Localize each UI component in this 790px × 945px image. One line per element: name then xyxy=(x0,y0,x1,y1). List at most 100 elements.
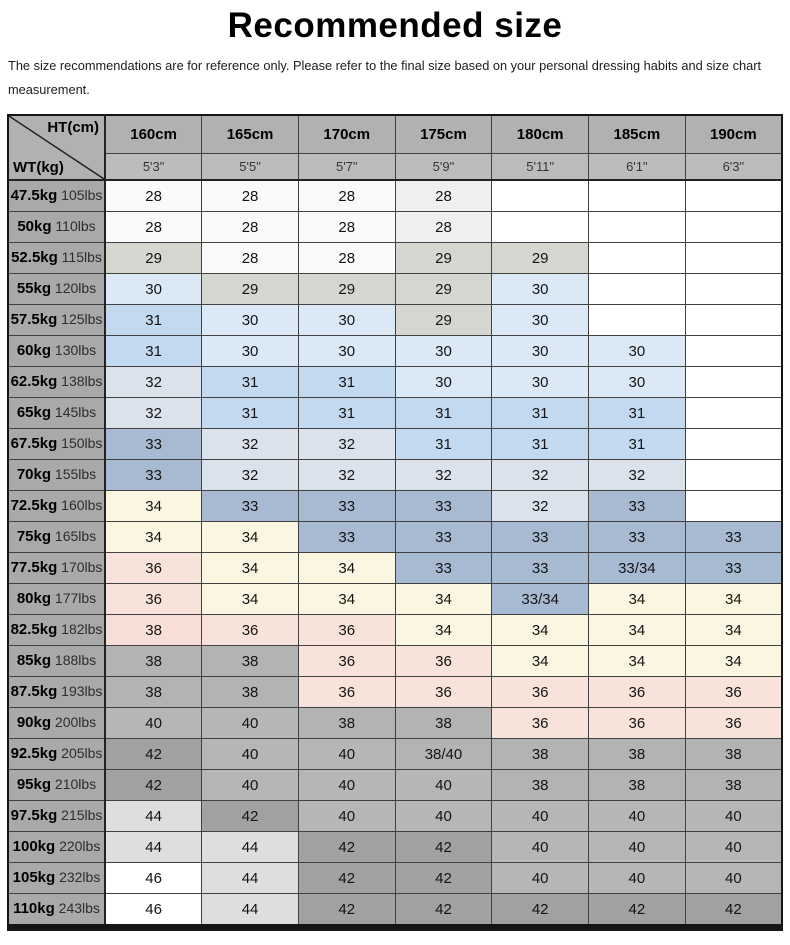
size-cell: 31 xyxy=(588,397,686,430)
table-body: 47.5kg 105lbs 28 28 28 28 50kg 110lbs 28 28 28 28… xyxy=(7,179,783,929)
row-label-90kg: 90kg 200lbs xyxy=(7,707,106,740)
size-cell: 40 xyxy=(684,862,783,895)
table-row: 95kg 210lbs 42 40 40 40 38 38 38 xyxy=(7,769,783,802)
size-cell: 32 xyxy=(201,459,299,492)
size-cell: 30 xyxy=(104,273,203,306)
size-cell: 33 xyxy=(588,490,686,523)
size-cell: 36 xyxy=(297,645,396,678)
size-cell: 40 xyxy=(297,769,396,802)
size-cell: 42 xyxy=(394,862,493,895)
size-cell: 31 xyxy=(297,366,396,399)
height-axis-label: HT(cm) xyxy=(47,119,99,137)
size-cell: 38 xyxy=(104,614,203,647)
size-cell: 30 xyxy=(201,304,299,337)
size-cell: 42 xyxy=(104,738,203,771)
size-cell: 34 xyxy=(201,521,299,554)
size-cell: 33 xyxy=(297,490,396,523)
size-cell xyxy=(588,211,686,244)
size-cell: 28 xyxy=(394,179,493,213)
size-cell: 38 xyxy=(201,676,299,709)
row-label-55kg: 55kg 120lbs xyxy=(7,273,106,306)
table-row: 92.5kg 205lbs 42 40 40 38/40 38 38 38 xyxy=(7,738,783,771)
size-cell: 29 xyxy=(491,242,590,275)
size-cell: 30 xyxy=(588,366,686,399)
size-cell: 34 xyxy=(491,645,590,678)
size-cell: 40 xyxy=(588,831,686,864)
size-cell xyxy=(684,397,783,430)
size-cell: 31 xyxy=(394,397,493,430)
table-row: 70kg 155lbs 33 32 32 32 32 32 xyxy=(7,459,783,492)
size-cell: 42 xyxy=(491,893,590,929)
size-cell: 34 xyxy=(684,645,783,678)
table-header: HT(cm) WT(kg) 160cm 165cm 170cm 175cm 180cm 1… xyxy=(7,114,783,181)
size-cell: 36 xyxy=(104,552,203,585)
weight-kg-label: 95kg xyxy=(16,776,52,794)
table-row: 47.5kg 105lbs 28 28 28 28 xyxy=(7,179,783,213)
size-cell: 30 xyxy=(394,366,493,399)
col-subheader-160cm: 5'3" xyxy=(104,153,203,181)
table-row: 60kg 130lbs 31 30 30 30 30 30 xyxy=(7,335,783,368)
size-cell: 28 xyxy=(201,242,299,275)
size-cell: 38 xyxy=(104,676,203,709)
weight-lbs-label: 138lbs xyxy=(57,373,103,390)
weight-kg-label: 75kg xyxy=(16,528,52,546)
size-cell: 36 xyxy=(491,707,590,740)
row-label-72.5kg: 72.5kg 160lbs xyxy=(7,490,106,523)
weight-lbs-label: 232lbs xyxy=(55,869,101,886)
weight-kg-label: 80kg xyxy=(16,590,52,608)
size-cell xyxy=(684,304,783,337)
size-cell: 38/40 xyxy=(394,738,493,771)
col-subheader-170cm: 5'7" xyxy=(297,153,396,181)
weight-lbs-label: 188lbs xyxy=(51,652,97,669)
size-cell: 40 xyxy=(201,769,299,802)
weight-lbs-label: 125lbs xyxy=(57,311,103,328)
size-cell xyxy=(684,366,783,399)
size-cell: 28 xyxy=(104,211,203,244)
weight-lbs-label: 243lbs xyxy=(54,900,100,917)
size-cell xyxy=(684,179,783,213)
size-cell: 29 xyxy=(394,273,493,306)
row-label-97.5kg: 97.5kg 215lbs xyxy=(7,800,106,833)
weight-kg-label: 60kg xyxy=(16,342,52,360)
size-cell: 28 xyxy=(104,179,203,213)
size-cell: 28 xyxy=(394,211,493,244)
weight-lbs-label: 155lbs xyxy=(51,466,97,483)
row-label-85kg: 85kg 188lbs xyxy=(7,645,106,678)
size-cell: 31 xyxy=(297,397,396,430)
size-cell: 30 xyxy=(588,335,686,368)
weight-kg-label: 97.5kg xyxy=(10,807,58,825)
size-cell xyxy=(684,242,783,275)
table-row: 75kg 165lbs 34 34 33 33 33 33 33 xyxy=(7,521,783,554)
size-cell: 38 xyxy=(491,738,590,771)
col-header-165cm: 165cm xyxy=(201,114,299,155)
size-cell: 38 xyxy=(684,769,783,802)
weight-lbs-label: 165lbs xyxy=(51,528,97,545)
table-row: 82.5kg 182lbs 38 36 36 34 34 34 34 xyxy=(7,614,783,647)
col-header-175cm: 175cm xyxy=(394,114,493,155)
size-cell xyxy=(491,211,590,244)
row-label-100kg: 100kg 220lbs xyxy=(7,831,106,864)
size-cell: 28 xyxy=(297,242,396,275)
size-cell: 34 xyxy=(297,552,396,585)
size-cell: 38 xyxy=(588,769,686,802)
col-subheader-185cm: 6'1" xyxy=(588,153,686,181)
size-cell: 38 xyxy=(684,738,783,771)
size-cell: 32 xyxy=(104,366,203,399)
col-header-180cm: 180cm xyxy=(491,114,590,155)
table-row: 57.5kg 125lbs 31 30 30 29 30 xyxy=(7,304,783,337)
size-cell: 42 xyxy=(297,862,396,895)
row-label-110kg: 110kg 243lbs xyxy=(7,893,106,929)
weight-lbs-label: 215lbs xyxy=(57,807,103,824)
weight-lbs-label: 105lbs xyxy=(57,187,103,204)
size-cell: 42 xyxy=(104,769,203,802)
size-cell: 42 xyxy=(297,831,396,864)
col-subheader-180cm: 5'11" xyxy=(491,153,590,181)
size-cell: 31 xyxy=(201,366,299,399)
size-cell: 28 xyxy=(297,211,396,244)
size-cell: 30 xyxy=(201,335,299,368)
size-cell: 31 xyxy=(104,304,203,337)
weight-lbs-label: 177lbs xyxy=(51,590,97,607)
size-cell: 42 xyxy=(394,893,493,929)
size-cell: 33 xyxy=(588,521,686,554)
size-cell: 30 xyxy=(394,335,493,368)
